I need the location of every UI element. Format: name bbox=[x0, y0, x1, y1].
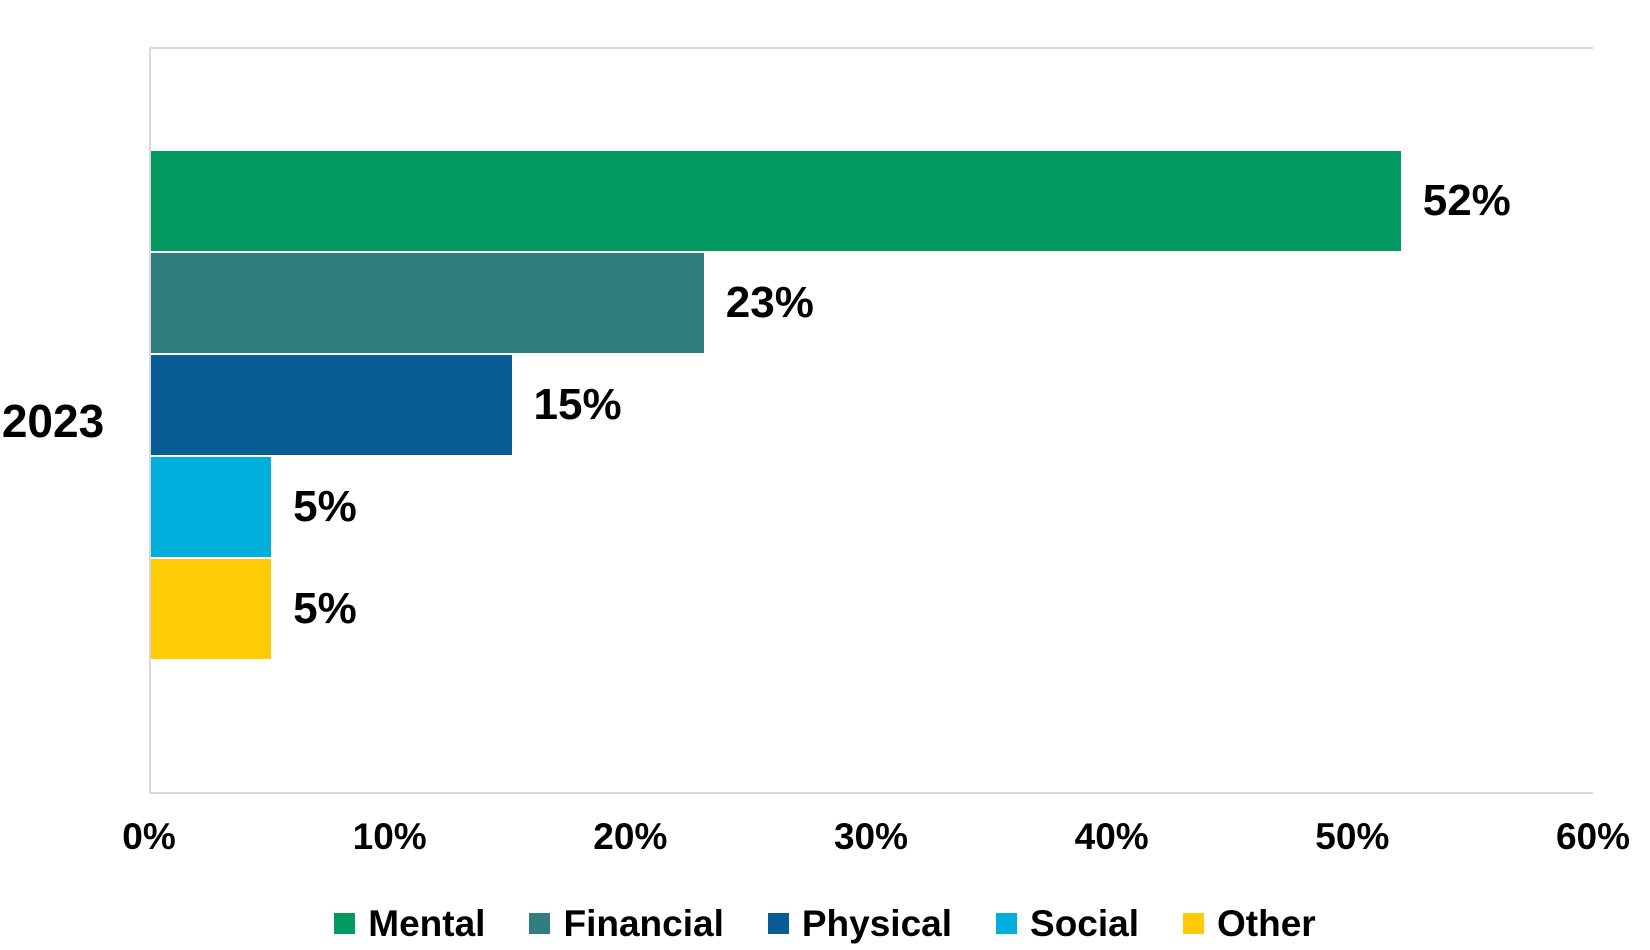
legend-swatch-icon-physical bbox=[767, 912, 789, 934]
x-axis-tick-60pct: 60% bbox=[1555, 816, 1631, 857]
legend-swatch-icon-financial bbox=[529, 912, 551, 934]
x-axis-tick-50pct: 50% bbox=[1315, 816, 1390, 857]
legend-label-physical: Physical bbox=[801, 902, 953, 944]
bar-value-label-mental: 52% bbox=[1422, 176, 1511, 225]
x-axis-tick-30pct: 30% bbox=[833, 816, 909, 857]
bar-row-other: 5% bbox=[151, 558, 1593, 660]
legend-item-physical: Physical bbox=[767, 902, 953, 944]
plot-area: 52% 23% 15% 5% 5% bbox=[149, 47, 1593, 794]
bar-row-mental: 52% bbox=[151, 150, 1593, 252]
legend-item-other: Other bbox=[1183, 905, 1316, 942]
bar-row-financial: 23% bbox=[151, 252, 1593, 354]
bar-physical bbox=[151, 355, 512, 455]
legend-item-social: Social bbox=[996, 905, 1139, 942]
legend-label-social: Social bbox=[1030, 902, 1140, 944]
legend-label-mental: Mental bbox=[368, 902, 486, 944]
legend-label-financial: Financial bbox=[563, 902, 724, 944]
legend-swatch-icon-mental bbox=[334, 912, 356, 934]
bar-row-physical: 15% bbox=[151, 354, 1593, 456]
legend: Mental Financial Physical Social Other bbox=[0, 898, 1650, 948]
bar-mental bbox=[151, 151, 1401, 251]
bar-value-label-social: 5% bbox=[293, 482, 357, 531]
bar-value-label-physical: 15% bbox=[533, 380, 622, 429]
legend-swatch-icon-other bbox=[1183, 912, 1205, 934]
legend-item-mental: Mental bbox=[334, 905, 485, 942]
legend-swatch-icon-social bbox=[996, 912, 1018, 934]
x-axis-tick-20pct: 20% bbox=[593, 816, 668, 857]
bar-other bbox=[151, 559, 272, 659]
bars: 52% 23% 15% 5% 5% bbox=[151, 150, 1593, 660]
bar-row-social: 5% bbox=[151, 456, 1593, 558]
x-axis-tick-0pct: 0% bbox=[122, 816, 176, 857]
bar-value-label-other: 5% bbox=[293, 584, 357, 633]
bar-value-label-financial: 23% bbox=[725, 278, 814, 327]
bar-financial bbox=[151, 253, 704, 353]
x-axis: 0% 10% 20% 30% 40% 50% 60% bbox=[122, 816, 1630, 864]
x-axis-tick-40pct: 40% bbox=[1074, 816, 1149, 857]
legend-item-financial: Financial bbox=[529, 902, 724, 944]
bar-social bbox=[151, 457, 272, 557]
y-axis-category-label: 2023 bbox=[1, 394, 105, 447]
legend-label-other: Other bbox=[1217, 902, 1316, 944]
x-axis-tick-10pct: 10% bbox=[352, 816, 427, 857]
